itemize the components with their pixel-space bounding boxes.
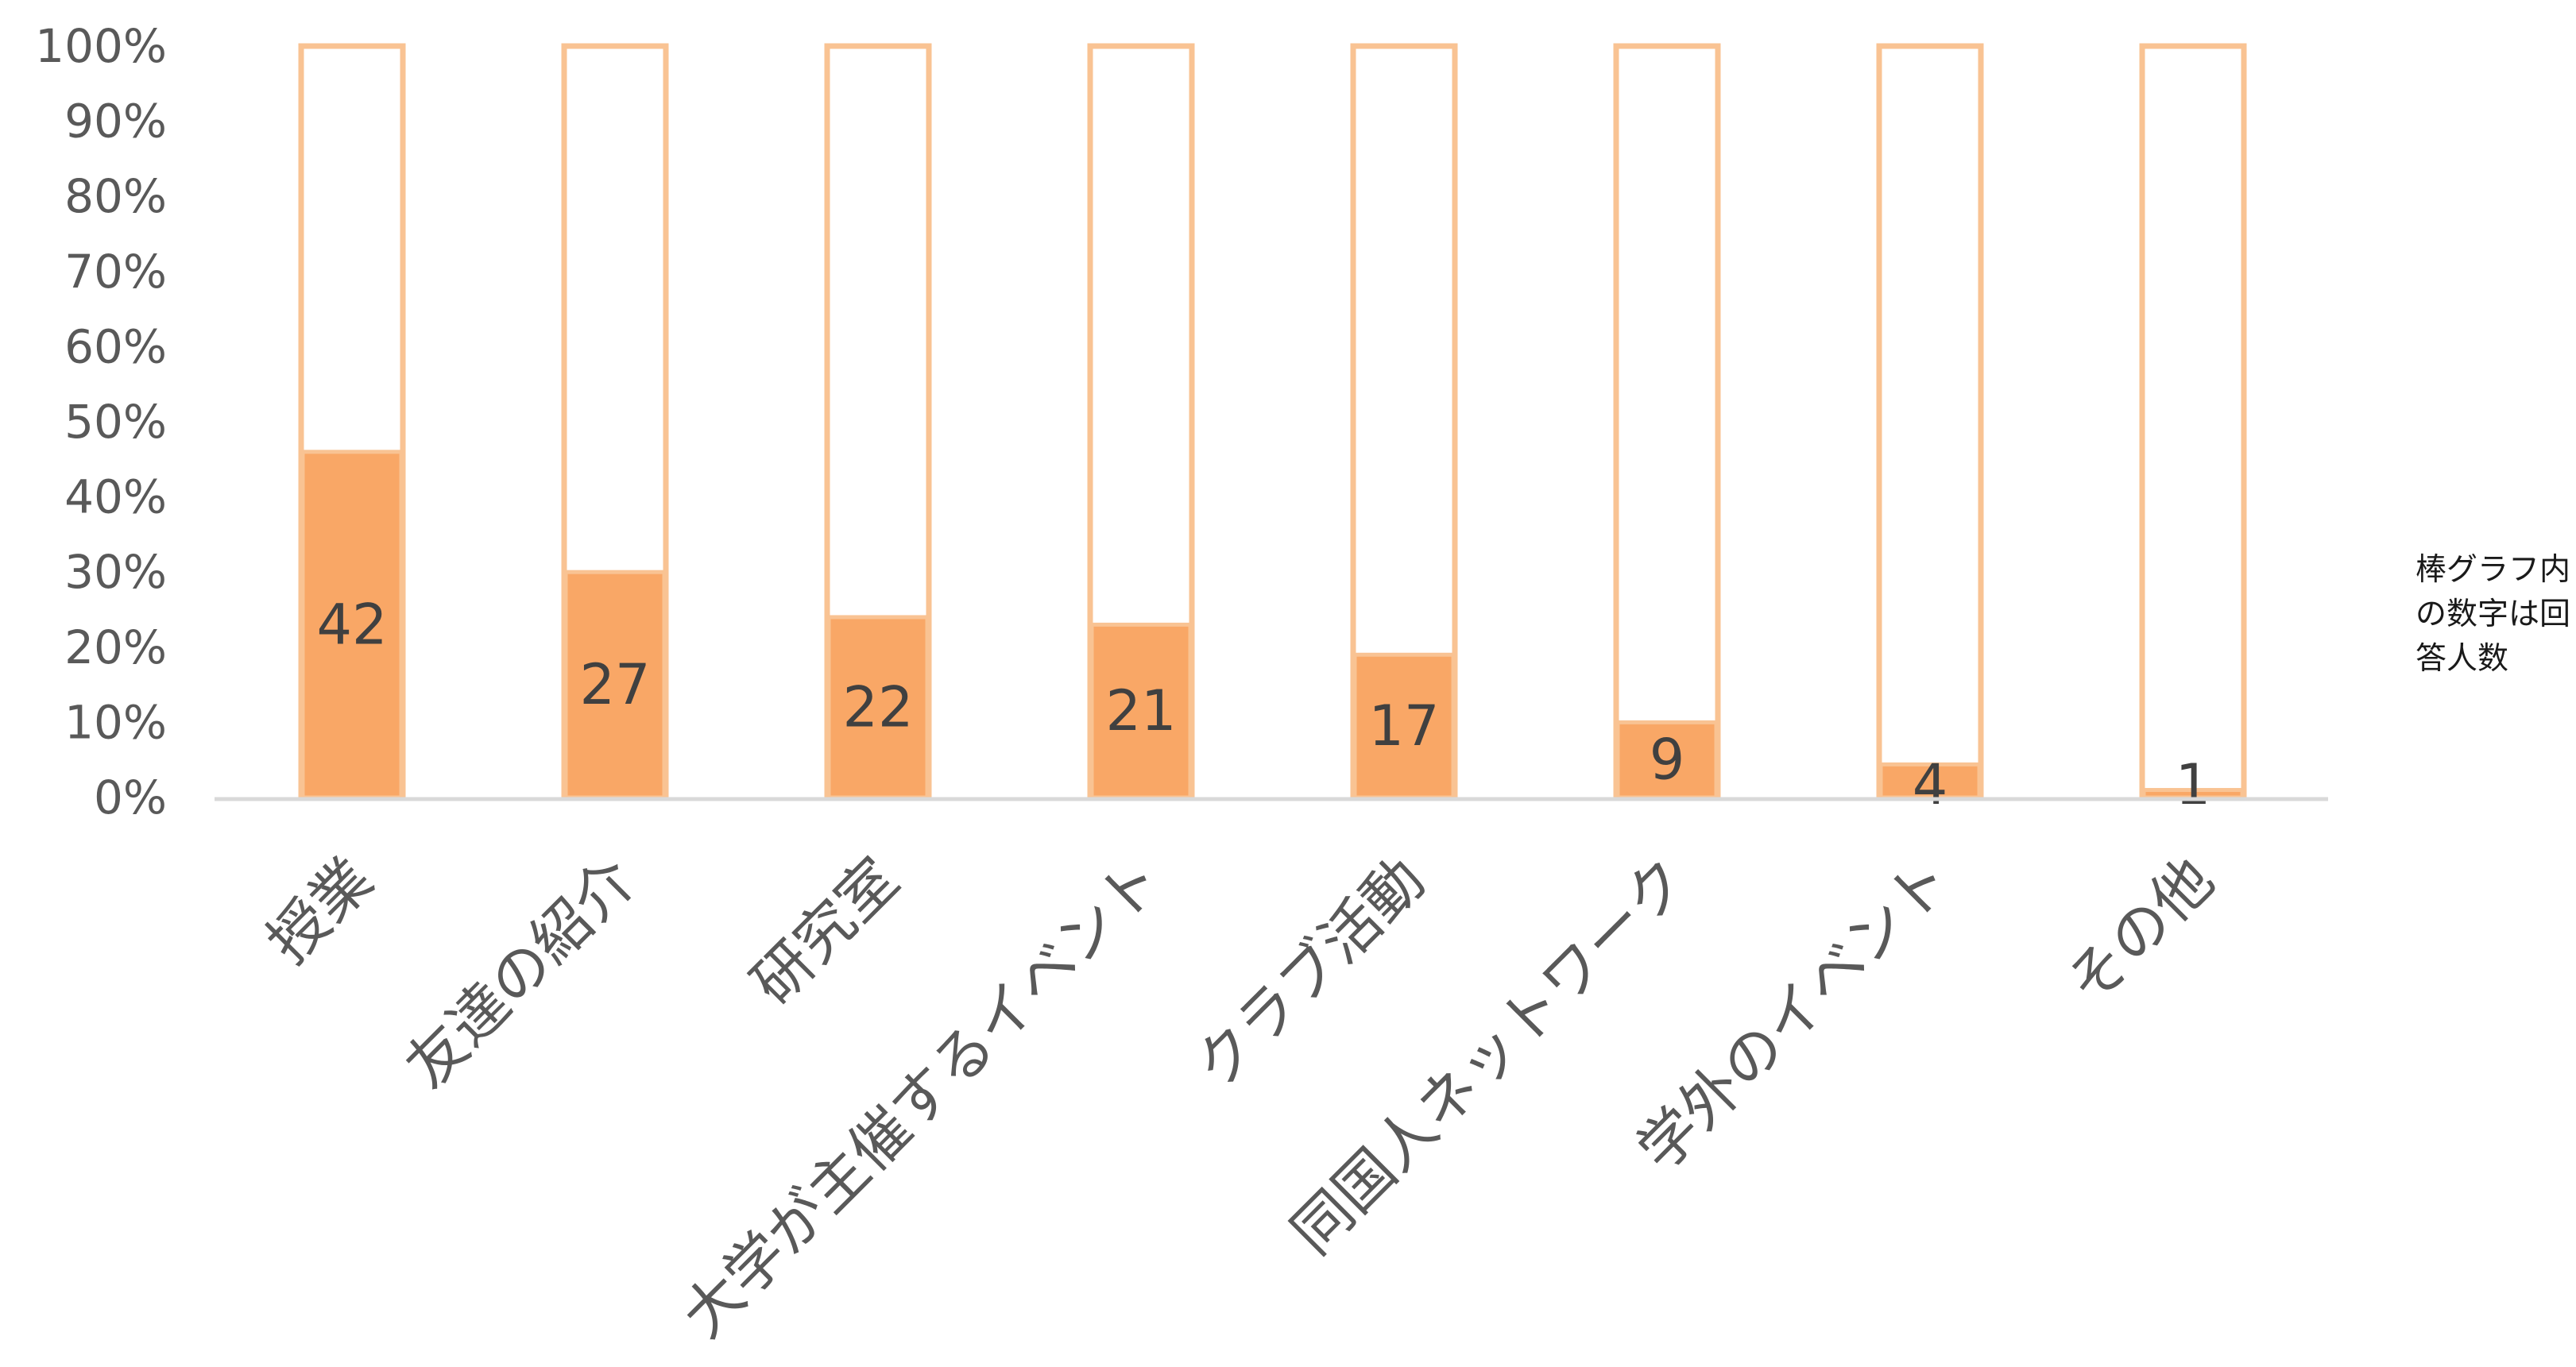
- x-tick-label: 研究室: [739, 845, 912, 1018]
- bar-total: [1876, 43, 1984, 801]
- bar: [1615, 720, 1719, 800]
- x-tick-label: クラブ活動: [1182, 845, 1437, 1101]
- y-tick-label: 40%: [64, 470, 167, 524]
- y-tick-label: 20%: [64, 620, 167, 674]
- x-tick-label: 授業: [254, 845, 385, 976]
- data-label: 1: [2176, 752, 2211, 817]
- bar: [1089, 622, 1193, 800]
- bar: [1352, 652, 1456, 800]
- data-label: 27: [579, 652, 650, 717]
- y-tick-label: 60%: [64, 319, 167, 373]
- y-tick-label: 100%: [35, 19, 167, 73]
- x-tick-label: 大学が主催するイベント: [669, 845, 1174, 1350]
- y-tick-label: 80%: [64, 169, 167, 223]
- bar: [563, 570, 667, 800]
- y-tick-label: 30%: [64, 545, 167, 599]
- data-label: 42: [316, 592, 387, 657]
- y-tick-label: 70%: [64, 245, 167, 299]
- data-label: 21: [1105, 678, 1176, 743]
- y-tick-label: 10%: [64, 695, 167, 749]
- bar-total: [2139, 43, 2247, 801]
- x-tick-label: その他: [2054, 845, 2227, 1018]
- data-label: 17: [1368, 693, 1439, 759]
- bar: [1878, 762, 1982, 800]
- y-tick-label: 50%: [64, 395, 167, 449]
- bar: [300, 450, 404, 800]
- bar: [826, 615, 930, 800]
- data-label: 9: [1650, 728, 1685, 793]
- y-tick-label: 90%: [64, 95, 167, 149]
- x-tick-label: 友達の紹介: [393, 845, 648, 1101]
- data-label: 4: [1913, 752, 1948, 817]
- y-tick-label: 0%: [94, 770, 167, 824]
- bar-total: [1613, 43, 1721, 801]
- data-label: 22: [842, 674, 913, 739]
- chart-note: 棒グラフ内の数字は回答人数: [2415, 552, 2571, 677]
